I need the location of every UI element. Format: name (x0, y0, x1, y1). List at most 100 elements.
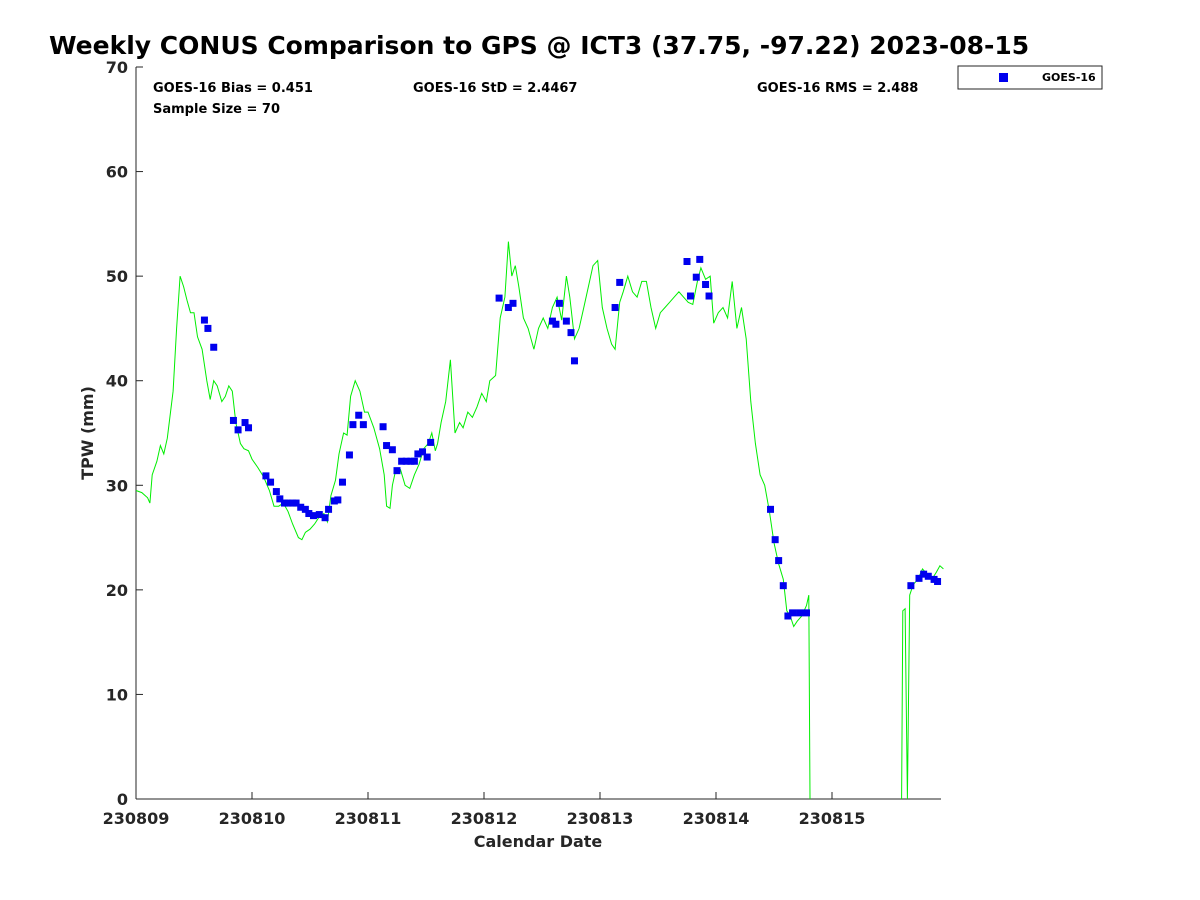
goes16-point (292, 499, 300, 507)
goes16-point (309, 512, 317, 520)
goes16-point (338, 478, 346, 486)
goes16-point (686, 292, 694, 300)
goes16-point (427, 438, 435, 446)
goes16-point (692, 273, 700, 281)
plot-area (135, 241, 944, 800)
goes16-point (915, 574, 923, 582)
y-axis-label: TPW (mm) (78, 386, 97, 480)
sample-size-stat: Sample Size = 70 (153, 102, 280, 117)
goes16-point (552, 320, 560, 328)
goes16-point (325, 505, 333, 513)
goes16-point (771, 536, 779, 544)
y-tick-label: 20 (106, 581, 128, 600)
goes16-point (796, 609, 804, 617)
goes16-point (276, 495, 284, 503)
x-tick-label: 230813 (567, 809, 634, 828)
goes16-point (784, 612, 792, 620)
goes16-point (410, 457, 418, 465)
goes16-point (241, 419, 249, 427)
goes16-point (924, 572, 932, 580)
legend-marker (999, 73, 1008, 82)
goes16-point (359, 421, 367, 429)
x-tick-label: 230809 (103, 809, 170, 828)
goes16-point (284, 499, 292, 507)
y-tick-label: 60 (106, 163, 128, 182)
y-tick-label: 40 (106, 372, 128, 391)
goes16-point (321, 514, 329, 522)
goes16-point (611, 304, 619, 312)
goes16-point (315, 511, 323, 519)
rms-stat: GOES-16 RMS = 2.488 (757, 81, 918, 96)
goes16-point (423, 453, 431, 461)
goes16-point (345, 451, 353, 459)
goes16-point (204, 324, 212, 332)
goes16-point (683, 258, 691, 266)
goes16-point (509, 299, 517, 307)
goes16-point (767, 505, 775, 513)
std-stat: GOES-16 StD = 2.4467 (413, 81, 577, 96)
legend-box (957, 65, 1103, 90)
y-tick-label: 30 (106, 476, 128, 495)
x-tick-label: 230810 (219, 809, 286, 828)
stats-block: GOES-16 Bias = 0.451 GOES-16 StD = 2.446… (153, 81, 918, 117)
chart-title: Weekly CONUS Comparison to GPS @ ICT3 (3… (49, 31, 1029, 60)
goes16-point (245, 424, 253, 432)
goes16-point (775, 557, 783, 565)
goes16-point (262, 472, 270, 480)
goes16-point (616, 278, 624, 286)
goes16-point (349, 421, 357, 429)
goes16-point (272, 488, 280, 496)
goes16-point (234, 426, 242, 434)
goes16-point (562, 317, 570, 325)
goes16-point (229, 416, 237, 424)
goes16-point (210, 343, 218, 351)
x-ticks: 230809 230810 230811 230812 230813 230814 2308… (103, 792, 866, 828)
y-tick-label: 50 (106, 267, 128, 286)
goes16-point (267, 478, 275, 486)
goes16-point (555, 299, 563, 307)
x-tick-label: 230814 (683, 809, 750, 828)
goes16-point (779, 582, 787, 590)
goes16-point (355, 411, 363, 419)
y-tick-label: 0 (117, 790, 128, 809)
goes16-point (297, 503, 305, 511)
goes16-point (334, 496, 342, 504)
goes16-point (388, 446, 396, 454)
goes16-point (504, 304, 512, 312)
gps-tpw-line (901, 565, 944, 800)
goes16-point (379, 423, 387, 431)
goes16-point (398, 457, 406, 465)
goes16-point (907, 582, 915, 590)
goes16-point (495, 294, 503, 302)
bias-stat: GOES-16 Bias = 0.451 (153, 81, 313, 96)
goes16-point (934, 577, 942, 585)
goes16-point (702, 281, 710, 289)
x-tick-label: 230815 (799, 809, 866, 828)
goes16-point (419, 448, 427, 456)
goes16-point (696, 255, 704, 263)
y-tick-label: 70 (106, 58, 128, 77)
goes16-point (393, 467, 401, 475)
goes16-point (200, 316, 208, 324)
goes16-point (383, 442, 391, 450)
y-tick-label: 10 (106, 685, 128, 704)
legend: GOES-16 (957, 65, 1103, 90)
goes16-point (802, 609, 810, 617)
goes16-point (402, 457, 410, 465)
goes16-point (920, 570, 928, 578)
y-ticks: 0 10 20 30 40 50 60 70 (106, 58, 143, 809)
goes16-point (305, 510, 313, 518)
goes16-point (301, 505, 309, 513)
x-tick-label: 230812 (451, 809, 518, 828)
goes16-point (567, 329, 575, 337)
goes16-point (705, 292, 713, 300)
x-tick-label: 230811 (335, 809, 402, 828)
goes16-point (570, 357, 578, 365)
goes16-point (789, 609, 797, 617)
x-axis-label: Calendar Date (474, 832, 603, 851)
gps-tpw-line (135, 241, 811, 800)
axes (135, 67, 941, 800)
legend-label: GOES-16 (1042, 71, 1096, 84)
goes16-point (414, 450, 422, 458)
